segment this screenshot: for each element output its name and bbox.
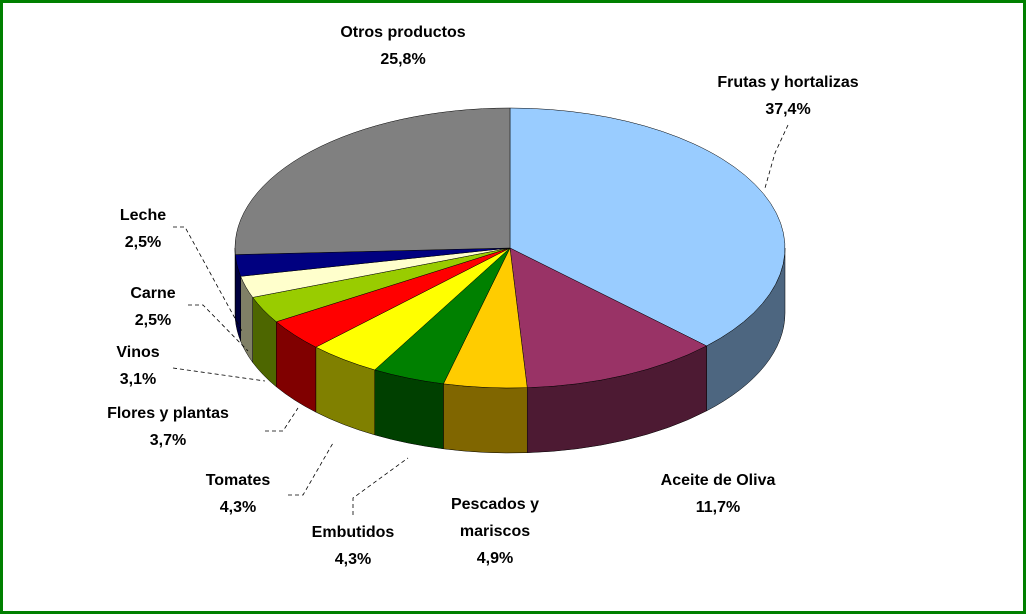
value-label: 2,5% (124, 234, 162, 251)
leader-line (764, 124, 789, 189)
data-label: Frutas y hortalizas 37,4% (717, 69, 858, 123)
data-label: Aceite de Oliva 11,7% (661, 467, 776, 521)
category-label: Carne (130, 285, 176, 302)
data-label: Otros productos 25,8% (340, 19, 465, 73)
data-label: Embutidos 4,3% (312, 519, 395, 573)
category-label: Otros productos (340, 24, 466, 41)
category-label: Vinos (116, 344, 160, 361)
value-label: 37,4% (765, 101, 811, 118)
category-label: Pescados y mariscos (450, 496, 540, 540)
leader-line (172, 367, 266, 382)
data-label: Carne 2,5% (130, 280, 175, 334)
data-label: Tomates 4,3% (206, 467, 271, 521)
value-label: 4,9% (476, 550, 514, 567)
value-label: 11,7% (695, 499, 741, 516)
slice-side (443, 383, 528, 454)
data-label: Leche 2,5% (120, 202, 166, 256)
slice (509, 247, 708, 388)
category-label: Frutas y hortalizas (717, 74, 859, 91)
value-label: 4,3% (334, 551, 372, 568)
leader-line (265, 407, 299, 432)
leader-line (352, 457, 409, 515)
leader-line (188, 304, 249, 352)
data-label: Vinos 3,1% (116, 339, 159, 393)
value-label: 2,5% (134, 312, 172, 329)
value-label: 4,3% (219, 499, 257, 516)
category-label: Flores y plantas (107, 405, 229, 422)
slice (509, 107, 786, 347)
value-label: 3,1% (119, 371, 157, 388)
category-label: Embutidos (311, 524, 395, 541)
category-label: Aceite de Oliva (660, 472, 776, 489)
leader-line (288, 442, 334, 496)
category-label: Tomates (205, 472, 271, 489)
value-label: 3,7% (149, 432, 187, 449)
chart (172, 107, 789, 515)
data-label: Pescados y mariscos 4,9% (430, 491, 560, 572)
data-label: Flores y plantas 3,7% (107, 400, 229, 454)
leader-line (173, 226, 244, 334)
category-label: Leche (119, 207, 167, 224)
slice (234, 107, 511, 255)
value-label: 25,8% (380, 51, 426, 68)
